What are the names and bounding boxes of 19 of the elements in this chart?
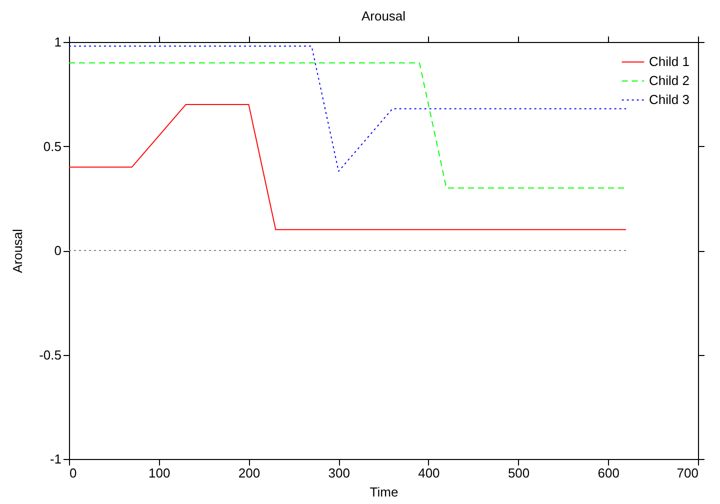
x-tick-label: 500: [508, 466, 530, 480]
x-tick-label: 100: [148, 466, 170, 480]
y-tick-label: 0.5: [43, 138, 62, 154]
x-tick-label: 200: [238, 466, 260, 480]
x-tick-label: 600: [598, 466, 620, 480]
y-tick-label: 0: [54, 243, 62, 258]
x-tick-label: 700: [676, 466, 698, 480]
chart-title: Arousal: [361, 8, 406, 24]
x-axis-title: Time: [370, 484, 398, 500]
y-tick-label: 1: [54, 34, 62, 50]
x-tick-label: 300: [328, 466, 350, 480]
y-tick-label: -0.5: [39, 347, 62, 362]
legend-label: Child 1: [649, 54, 690, 69]
x-tick-label: 400: [418, 466, 440, 480]
legend-label: Child 3: [649, 92, 690, 107]
y-axis-title: Arousal: [10, 228, 26, 274]
x-tick-label: 0: [70, 466, 77, 480]
y-tick-label: -1: [50, 452, 62, 466]
legend-label: Child 2: [649, 73, 690, 88]
